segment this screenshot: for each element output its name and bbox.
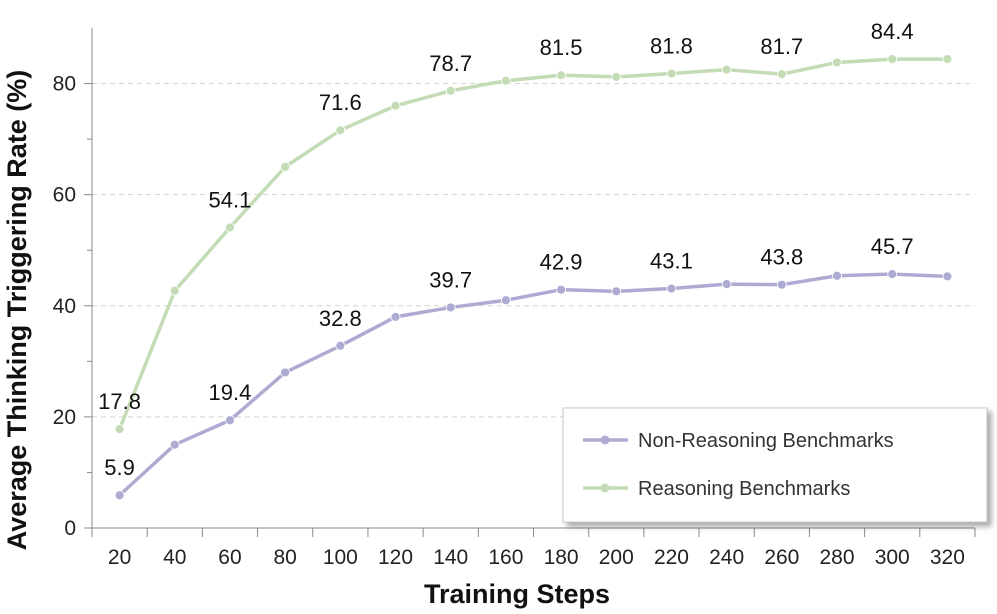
data-point [335,340,346,351]
data-point [887,54,898,65]
x-tick-label: 200 [599,546,634,569]
y-tick-label: 20 [53,406,76,429]
y-axis-title: Average Thinking Triggering Rate (%) [2,70,32,551]
data-label: 81.5 [540,35,583,60]
data-point [390,311,401,322]
data-point [280,161,291,172]
data-point [776,69,787,80]
gridlines [92,83,975,418]
data-label: 19.4 [209,380,252,405]
legend-marker-reasoning [600,483,610,493]
data-point [887,269,898,280]
data-label: 71.6 [319,90,362,115]
legend-box [562,407,988,523]
legend-marker-non-reasoning [600,435,610,445]
x-tick-label: 180 [544,546,579,569]
data-point [169,439,180,450]
x-tick-label: 240 [709,546,744,569]
data-point [114,490,125,501]
data-point [776,279,787,290]
axes: 0 20 40 60 80 20 40 60 80 100 120 140 160 180 200 220 24… [53,28,976,569]
data-point [666,68,677,79]
x-tick-label: 300 [875,546,910,569]
data-label: 17.8 [98,389,141,414]
legend-label-non-reasoning: Non-Reasoning Benchmarks [638,430,894,452]
data-point [666,283,677,294]
data-point [501,75,511,86]
x-tick-label: 320 [930,546,965,569]
data-point [225,222,235,233]
data-point [169,285,180,296]
data-label: 39.7 [429,267,472,292]
data-point [225,415,235,426]
x-tick-label: 260 [764,546,799,569]
data-point [942,271,953,282]
data-point [832,57,842,68]
data-point [832,270,842,281]
series-line-reasoning [117,57,948,430]
x-tick-label: 60 [218,546,241,569]
x-tick-label: 80 [273,546,296,569]
x-tick-label: 140 [433,546,468,569]
data-label: 81.7 [760,34,803,59]
data-point [501,295,511,306]
y-tick-label: 80 [53,73,76,96]
data-label: 43.1 [650,249,693,274]
data-point [114,424,125,435]
legend-label-reasoning: Reasoning Benchmarks [638,478,850,500]
data-point [611,286,622,297]
data-point [390,100,401,111]
data-point [445,302,456,313]
x-tick-label: 120 [378,546,413,569]
data-label: 5.9 [104,455,135,480]
data-label: 54.1 [209,187,252,212]
data-label: 43.8 [760,245,803,270]
data-point [942,54,953,65]
data-label: 78.7 [429,51,472,76]
x-tick-label: 280 [820,546,855,569]
data-point [556,70,566,81]
data-label: 81.8 [650,34,693,59]
x-tick-label: 220 [654,546,689,569]
data-label: 84.4 [871,19,914,44]
data-point [721,64,732,75]
data-point [611,71,622,82]
data-label: 42.9 [540,250,583,275]
data-point [335,125,346,136]
data-point [556,284,566,295]
x-tick-label: 100 [323,546,358,569]
series-lines [114,54,953,501]
data-point [280,367,291,378]
series-line-non-reasoning [118,272,948,497]
y-tick-label: 0 [64,517,76,540]
data-point [721,279,732,290]
data-labels: 5.9 19.4 32.8 39.7 42.9 43.1 43.8 45.7 17.8 54.1 7… [98,19,913,480]
data-point [445,85,456,96]
x-axis-title: Training Steps [424,579,610,609]
legend: Non-Reasoning Benchmarks Reasoning Bench… [562,407,988,523]
x-tick-label: 20 [108,546,131,569]
data-label: 45.7 [871,234,914,259]
data-label: 32.8 [319,306,362,331]
x-tick-label: 40 [163,546,186,569]
y-tick-label: 40 [53,295,76,318]
y-tick-label: 60 [53,184,76,207]
x-tick-label: 160 [488,546,523,569]
